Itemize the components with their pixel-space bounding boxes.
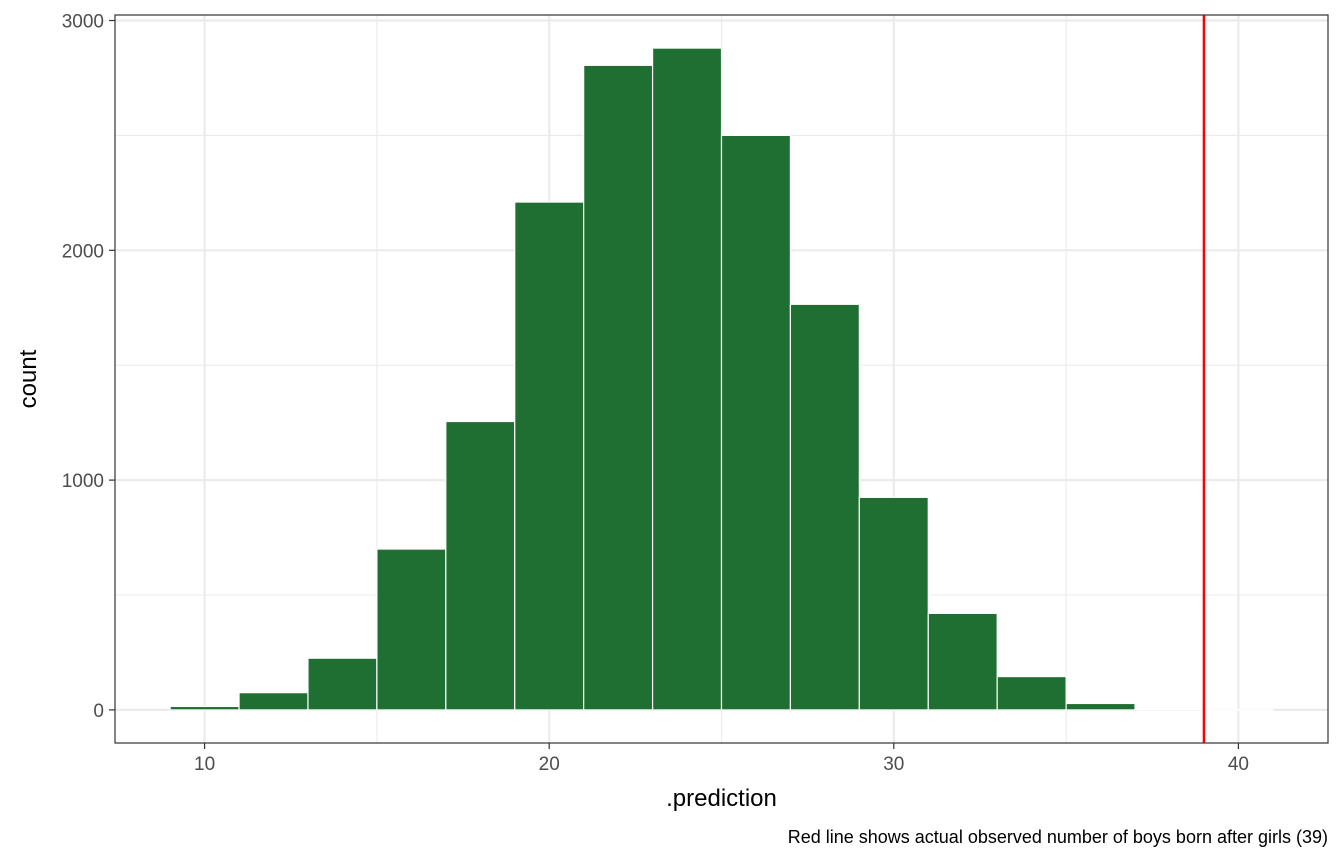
histogram-bars xyxy=(169,47,1274,711)
histogram-bar xyxy=(720,134,792,711)
y-axis-title: count xyxy=(15,349,42,408)
histogram-bar xyxy=(789,303,860,711)
histogram-bar xyxy=(169,705,240,711)
x-axis-title: .prediction xyxy=(666,785,777,812)
x-tick-label: 40 xyxy=(1228,754,1249,775)
histogram-bar xyxy=(858,496,929,711)
histogram-bar xyxy=(651,47,723,711)
x-tick-label: 10 xyxy=(194,754,215,775)
x-axis: 10 20 30 40 xyxy=(194,743,1249,775)
histogram-bar xyxy=(514,201,585,711)
histogram-bar xyxy=(376,548,447,711)
histogram-bar xyxy=(1134,708,1205,711)
x-tick-label: 30 xyxy=(883,754,904,775)
histogram-bar xyxy=(583,64,654,711)
y-axis: 0 1000 2000 3000 xyxy=(62,12,115,722)
histogram-bar xyxy=(1203,709,1274,711)
histogram-bar xyxy=(238,692,309,711)
chart-caption: Red line shows actual observed number of… xyxy=(788,827,1328,847)
x-tick-label: 20 xyxy=(539,754,560,775)
panel-border xyxy=(114,14,1329,744)
y-tick-label: 2000 xyxy=(62,241,104,262)
y-tick-label: 0 xyxy=(93,701,104,722)
histogram-bar xyxy=(307,657,378,711)
y-tick-label: 3000 xyxy=(62,12,104,33)
histogram-bar xyxy=(996,675,1067,711)
y-tick-label: 1000 xyxy=(62,471,104,492)
histogram-bar xyxy=(445,420,516,711)
histogram-bar xyxy=(1065,702,1136,711)
histogram-bar xyxy=(927,612,998,711)
